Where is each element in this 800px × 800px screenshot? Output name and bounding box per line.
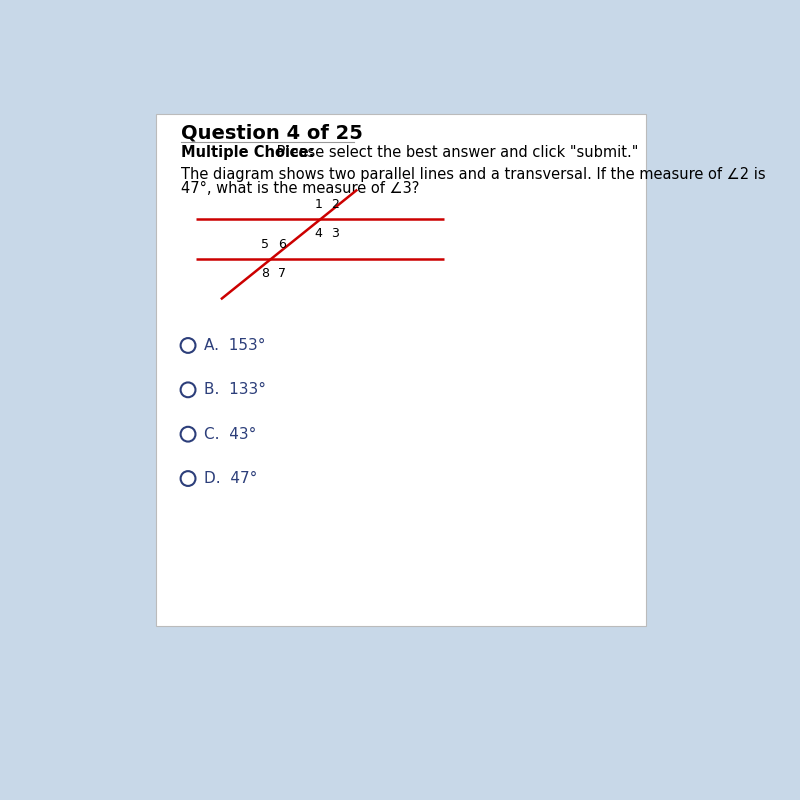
Text: A.  153°: A. 153° bbox=[204, 338, 266, 353]
Text: 1: 1 bbox=[314, 198, 322, 211]
Text: The diagram shows two parallel lines and a transversal. If the measure of ∠2 is: The diagram shows two parallel lines and… bbox=[181, 167, 766, 182]
Text: 47°, what is the measure of ∠3?: 47°, what is the measure of ∠3? bbox=[181, 181, 419, 196]
Text: B.  133°: B. 133° bbox=[204, 382, 266, 398]
Text: 8: 8 bbox=[262, 267, 270, 280]
FancyBboxPatch shape bbox=[156, 114, 646, 626]
Text: Please select the best answer and click "submit.": Please select the best answer and click … bbox=[272, 146, 638, 160]
Text: D.  47°: D. 47° bbox=[204, 471, 258, 486]
Text: 3: 3 bbox=[331, 227, 339, 240]
Text: C.  43°: C. 43° bbox=[204, 426, 257, 442]
Text: Multiple Choice:: Multiple Choice: bbox=[181, 146, 314, 160]
Text: 6: 6 bbox=[278, 238, 286, 251]
Text: 2: 2 bbox=[331, 198, 339, 211]
Text: 5: 5 bbox=[262, 238, 270, 251]
Text: Question 4 of 25: Question 4 of 25 bbox=[181, 124, 362, 142]
Text: 7: 7 bbox=[278, 267, 286, 280]
Text: 4: 4 bbox=[314, 227, 322, 240]
